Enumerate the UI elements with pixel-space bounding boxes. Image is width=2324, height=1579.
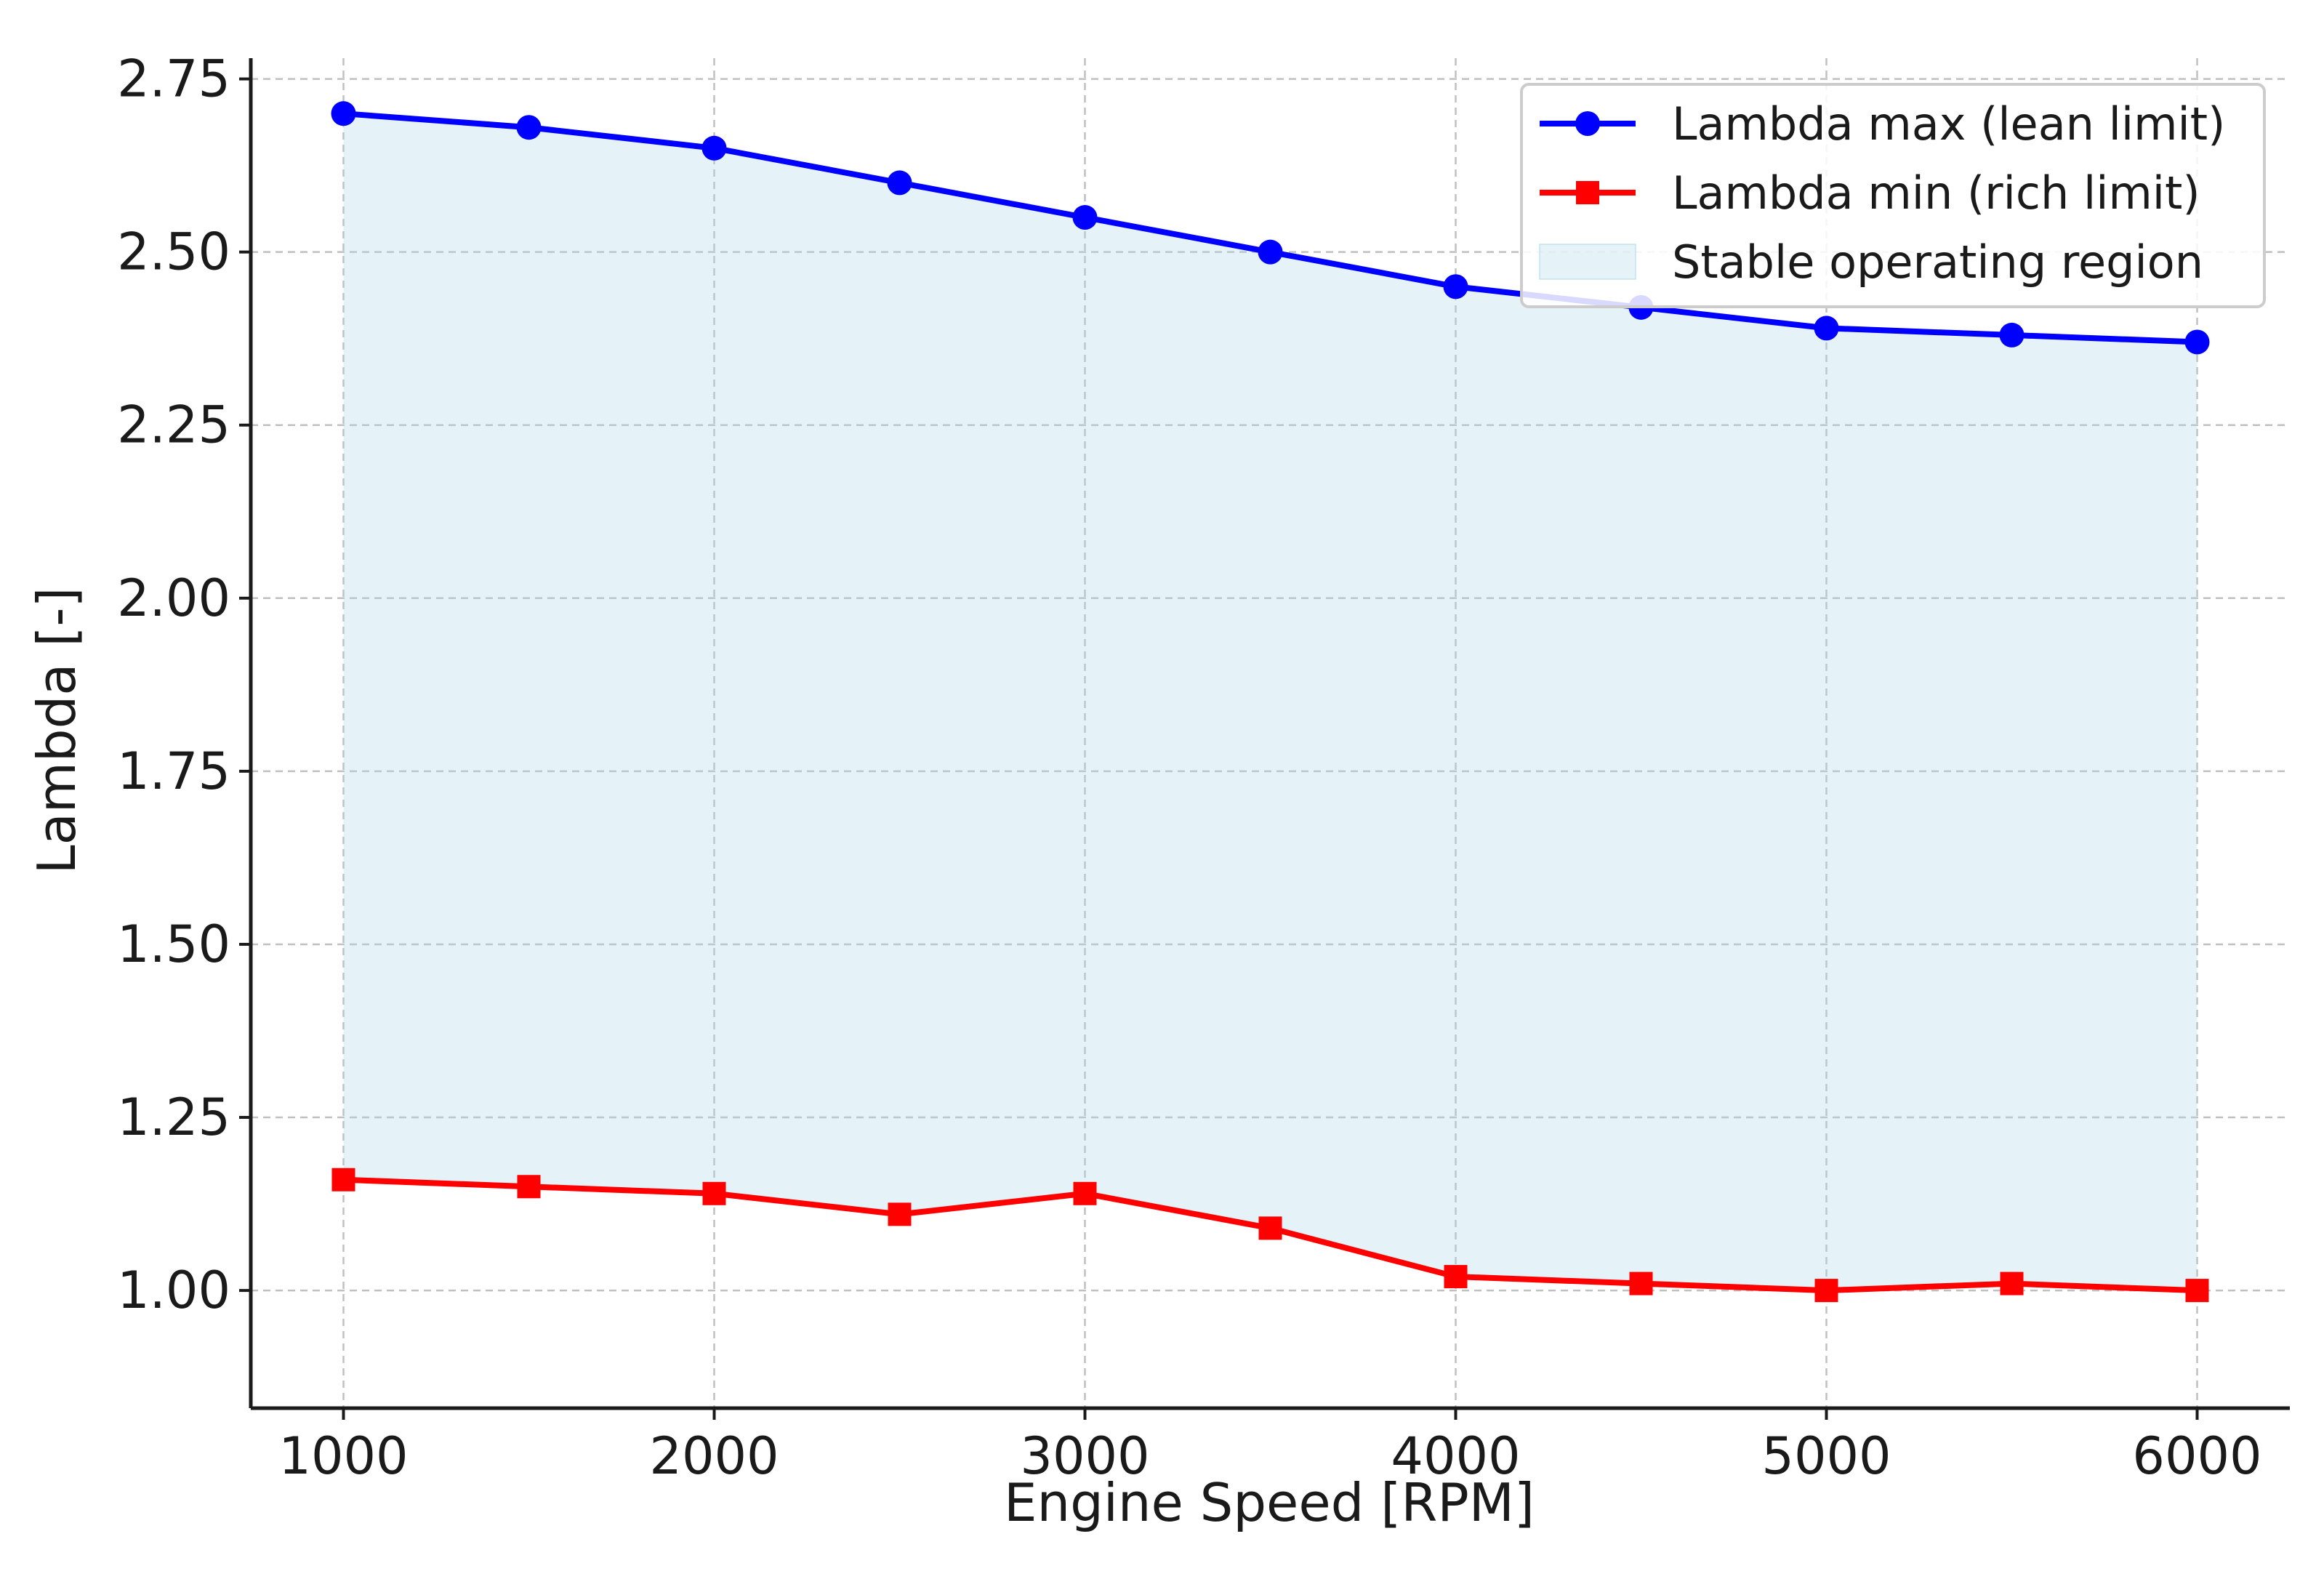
lambda-max-point xyxy=(1999,322,2025,347)
y-tick-label: 1.50 xyxy=(117,915,230,974)
lambda-min-point xyxy=(517,1175,541,1199)
legend-items: Lambda max (lean limit) Lambda min (rich … xyxy=(1539,97,2225,289)
ticks-layer: 1000 2000 3000 4000 5000 6000 1.00 1.25 1.50 1.75… xyxy=(117,49,2261,1486)
lambda-min-point xyxy=(2000,1271,2024,1295)
y-tick-label: 2.50 xyxy=(117,222,230,282)
x-axis-label: Engine Speed [RPM] xyxy=(1004,1472,1535,1533)
y-tick-label: 1.00 xyxy=(117,1261,230,1320)
lambda-min-point xyxy=(888,1202,912,1226)
y-tick-label: 2.75 xyxy=(117,49,230,109)
x-tick-label: 6000 xyxy=(2132,1426,2261,1486)
lambda-min-point xyxy=(1073,1181,1097,1205)
legend: Lambda max (lean limit) Lambda min (rich … xyxy=(1520,83,2266,308)
x-tick-label: 3000 xyxy=(1020,1426,1149,1486)
lambda-min-point xyxy=(331,1168,355,1192)
lambda-max-point xyxy=(1258,239,1283,265)
lambda-max-point xyxy=(887,170,912,196)
fill-layer xyxy=(343,113,2198,1291)
lambda-max-point xyxy=(331,101,356,126)
lambda-min-point xyxy=(2185,1279,2209,1303)
lambda-max-point xyxy=(1814,316,1839,341)
axes-layer xyxy=(249,58,2290,1410)
legend-swatch-region xyxy=(1539,244,1636,280)
lambda-max-point xyxy=(516,115,542,140)
legend-label-min: Lambda min (rich limit) xyxy=(1672,166,2200,220)
lambda-max-point xyxy=(701,135,727,161)
legend-marker-min xyxy=(1576,181,1599,204)
lambda-max-point xyxy=(2184,329,2210,355)
lambda-min-point xyxy=(1629,1271,1653,1295)
lambda-min-point xyxy=(1258,1216,1282,1240)
x-tick-label: 4000 xyxy=(1391,1426,1520,1486)
x-tick-label: 2000 xyxy=(649,1426,779,1486)
series-layer xyxy=(331,101,2210,1303)
x-tick-label: 5000 xyxy=(1761,1426,1891,1486)
legend-frame xyxy=(1520,83,2266,308)
legend-label-max: Lambda max (lean limit) xyxy=(1672,97,2225,150)
y-tick-label: 1.25 xyxy=(117,1088,230,1147)
y-tick-label: 2.25 xyxy=(117,395,230,455)
legend-label-region: Stable operating region xyxy=(1672,236,2203,289)
lambda-min-point xyxy=(1814,1279,1838,1303)
lambda-min-point xyxy=(1444,1265,1468,1289)
y-tick-label: 1.75 xyxy=(117,742,230,801)
lambda-max-point xyxy=(1072,205,1098,230)
x-tick-label: 1000 xyxy=(278,1426,408,1486)
lambda-min-point xyxy=(702,1181,726,1205)
y-axis-label: Lambda [-] xyxy=(26,587,87,875)
y-tick-label: 2.00 xyxy=(117,568,230,628)
stable-region-fill xyxy=(343,113,2198,1291)
legend-marker-max xyxy=(1575,111,1600,136)
lambda-max-point xyxy=(1443,274,1468,300)
